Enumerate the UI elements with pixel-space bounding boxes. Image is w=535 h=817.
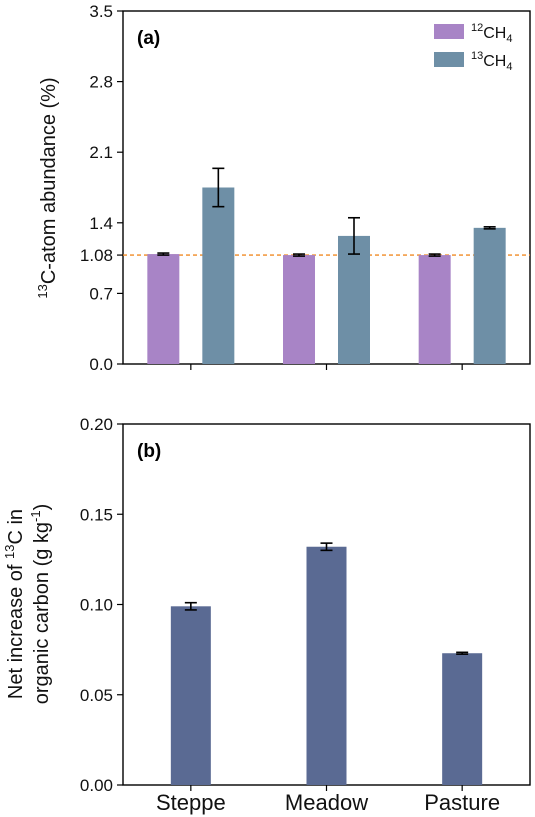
- bar: [283, 255, 315, 364]
- y-tick-label: 0.00: [80, 776, 113, 795]
- y-tick-label: 2.1: [89, 143, 113, 162]
- y-tick-label: 2.8: [89, 73, 113, 92]
- legend-sup: 13: [471, 50, 483, 62]
- y-tick-label: 1.4: [89, 214, 113, 233]
- y-axis-title: 13C-atom abundance (%): [35, 77, 60, 298]
- bar: [147, 254, 180, 364]
- bar: [473, 227, 506, 364]
- bar: [202, 187, 235, 364]
- bar: [418, 255, 451, 364]
- y-tick-label: 0.15: [80, 505, 113, 524]
- y-tick-label: 0.10: [80, 596, 113, 615]
- panel-label: (a): [137, 28, 160, 49]
- x-category-label: Meadow: [285, 790, 368, 815]
- legend-label: 13CH4: [471, 50, 512, 73]
- plot-frame: [122, 10, 531, 365]
- y-tick-label: 0.20: [80, 415, 113, 434]
- y-axis-title-text: organic carbon (g kg: [31, 522, 53, 704]
- legend-sub: 4: [506, 33, 512, 45]
- y-axis-title-line2: organic carbon (g kg-1): [28, 504, 53, 705]
- y-axis-title-text: C in: [5, 509, 27, 545]
- legend-swatch: [434, 52, 464, 67]
- legend-base: CH: [483, 25, 506, 42]
- y-axis-title-line1: Net increase of 13C in: [2, 509, 27, 699]
- x-category-label: Steppe: [156, 790, 226, 815]
- y-tick-label: 0.05: [80, 686, 113, 705]
- y-axis-title-text: C-atom abundance (%): [38, 77, 60, 284]
- legend-label: 12CH4: [471, 22, 512, 45]
- y-axis-title-text: Net increase of: [5, 559, 27, 699]
- bar: [306, 546, 347, 785]
- y-tick-label: 0.7: [89, 284, 113, 303]
- legend-swatch: [434, 24, 464, 39]
- bar: [338, 235, 370, 364]
- panel-label: (b): [137, 441, 161, 462]
- y-axis-title-sup: 13: [35, 284, 50, 298]
- y-axis-title-sup: -1: [28, 510, 43, 522]
- y-tick-label: 0.0: [89, 355, 113, 374]
- legend-sub: 4: [506, 61, 512, 73]
- y-tick-label: 3.5: [89, 2, 113, 21]
- bar: [170, 606, 211, 785]
- panel-b: 0.00 0.05 0.10 0.15 0.20 (b) Steppe Meadow Pastu…: [2, 415, 531, 815]
- legend-sup: 12: [471, 22, 483, 34]
- y-tick-label: 1.08: [80, 246, 113, 265]
- bar: [442, 653, 483, 785]
- y-axis-title-sup: 13: [2, 545, 17, 559]
- x-category-label: Pasture: [424, 790, 500, 815]
- y-axis-title-text: ): [31, 504, 53, 511]
- legend-base: CH: [483, 53, 506, 70]
- panel-a: 0.00.71.081.42.12.83.5(a) 12CH413CH413C-a…: [35, 2, 531, 374]
